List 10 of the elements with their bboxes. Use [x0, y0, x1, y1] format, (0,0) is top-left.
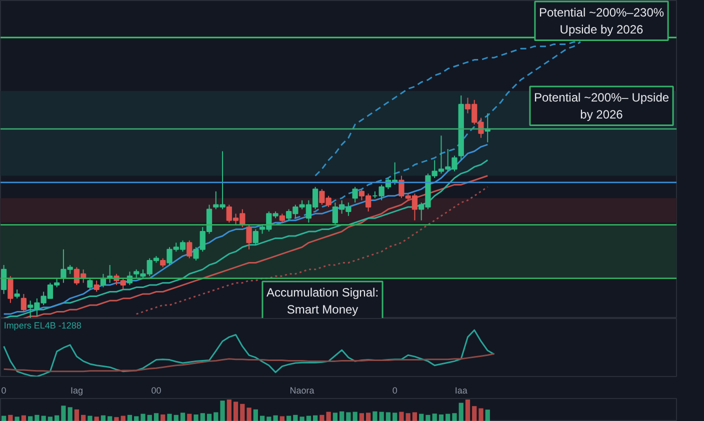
annotation: Accumulation Signal: Smart Money	[266, 286, 379, 316]
x-tick-label: 0	[392, 386, 398, 396]
x-tick-label: Iag	[70, 386, 83, 396]
x-tick-label: 0	[1, 386, 6, 396]
x-tick-label: 00	[151, 386, 162, 396]
x-tick-label: Iaa	[454, 386, 468, 396]
annotation: Potential ~200%– Upside by 2026	[534, 90, 670, 122]
series-label: Impers EL4B -1288	[4, 320, 82, 330]
x-tick-label: Naora	[290, 386, 314, 396]
text: Potential ~200%–230% Upside by 2026	[538, 6, 664, 36]
